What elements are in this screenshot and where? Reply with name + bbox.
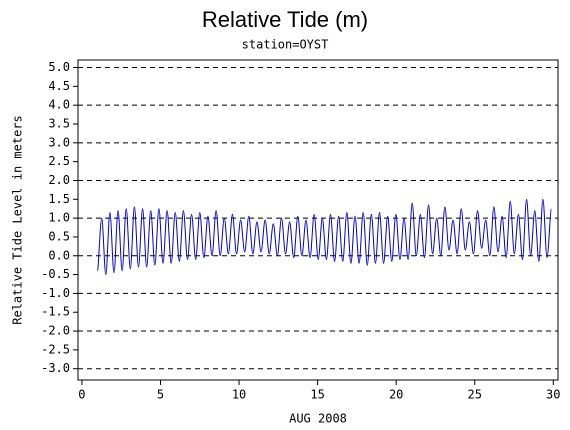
x-tick-label: 25 <box>468 388 482 402</box>
y-tick-label: 3.0 <box>48 135 70 149</box>
y-tick-label: 4.0 <box>48 98 70 112</box>
x-tick-label: 30 <box>546 388 560 402</box>
y-tick-label: 2.0 <box>48 173 70 187</box>
x-tick-label: 10 <box>232 388 246 402</box>
y-tick-label: 0.0 <box>48 248 70 262</box>
x-tick-label: 15 <box>310 388 324 402</box>
x-axis-label: AUG 2008 <box>289 412 347 426</box>
chart-title: Relative Tide (m) <box>202 7 368 32</box>
y-tick-label: -1.5 <box>41 305 70 319</box>
y-tick-label: -2.0 <box>41 324 70 338</box>
y-tick-label: 4.5 <box>48 79 70 93</box>
y-tick-label: 1.5 <box>48 192 70 206</box>
tide-line <box>97 198 552 276</box>
y-tick-label: -0.5 <box>41 267 70 281</box>
y-tick-label: 3.5 <box>48 117 70 131</box>
y-tick-label: -1.0 <box>41 286 70 300</box>
x-tick-label: 0 <box>78 388 85 402</box>
y-tick-label: 5.0 <box>48 60 70 74</box>
y-tick-label: 0.5 <box>48 229 70 243</box>
x-tick-label: 5 <box>157 388 164 402</box>
y-tick-label: 2.5 <box>48 154 70 168</box>
x-tick-label: 20 <box>389 388 403 402</box>
y-tick-label: 1.0 <box>48 211 70 225</box>
y-axis-label: Relative Tide Level in meters <box>11 115 25 325</box>
y-tick-label: -2.5 <box>41 342 70 356</box>
y-tick-label: -3.0 <box>41 361 70 375</box>
chart-subtitle: station=OYST <box>242 38 329 52</box>
